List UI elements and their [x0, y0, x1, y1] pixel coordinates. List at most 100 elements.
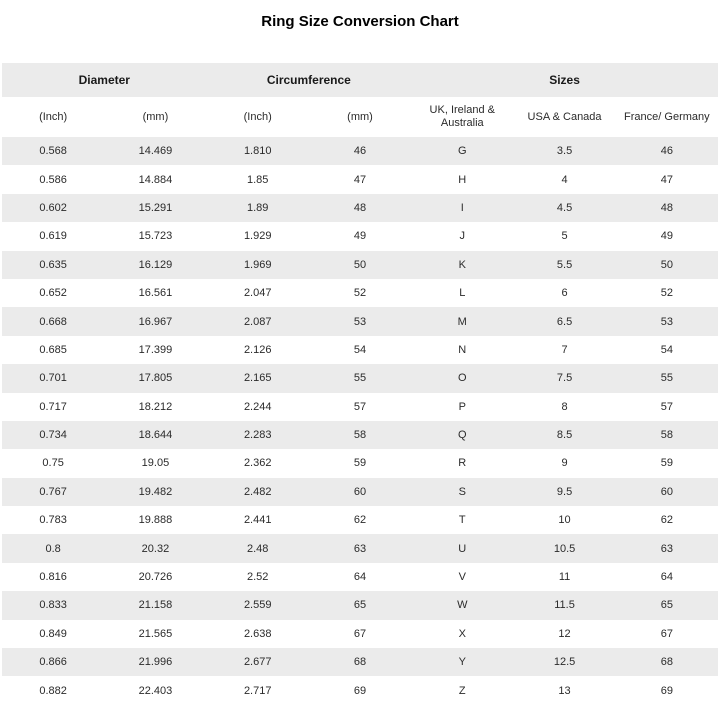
circumference-inch-cell: 2.126: [243, 343, 272, 356]
table-row: 0.635 16.129 1.969 50 K 5.5 50: [2, 250, 718, 279]
table-row: 0.652 16.561 2.047 52 L 6 52: [2, 278, 718, 308]
circumference-inch-cell: 2.482: [243, 485, 272, 498]
circumference-mm-cell: 49: [353, 230, 367, 243]
uk-size-cell: X: [458, 627, 466, 640]
circumference-mm-cell: 48: [353, 201, 367, 214]
usa-size-cell: 8: [561, 400, 568, 413]
circumference-mm-cell: 63: [353, 542, 367, 555]
diameter-inch-cell: 0.767: [39, 485, 67, 498]
france-germany-size-cell: 68: [660, 656, 673, 669]
diameter-inch-cell: 0.652: [39, 287, 67, 300]
circumference-inch-cell: 2.283: [243, 429, 272, 442]
circumference-mm-cell: 65: [353, 599, 367, 612]
table-row: 0.833 21.158 2.559 65 W 11.5 65: [2, 591, 718, 620]
usa-size-cell: 10.5: [553, 542, 576, 555]
usa-size-cell: 11.5: [554, 599, 575, 612]
circumference-inch-cell: 2.165: [243, 372, 272, 385]
table-row: 0.586 14.884 1.85 47 H 4 47: [2, 165, 718, 194]
usa-size-cell: 6.5: [556, 315, 573, 328]
uk-size-cell: V: [458, 571, 466, 584]
diameter-mm-cell: 18.212: [138, 400, 173, 413]
diameter-mm-cell: 21.158: [138, 599, 173, 612]
uk-size-cell: O: [457, 372, 467, 385]
diameter-mm-cell: 15.723: [138, 230, 173, 243]
table-row: 0.619 15.723 1.929 49 J 5 49: [2, 222, 718, 251]
group-header-diameter: Diameter: [2, 63, 207, 97]
circumference-inch-cell: 2.244: [243, 400, 272, 413]
usa-size-cell: 12: [558, 627, 571, 640]
usa-size-cell: 9: [561, 457, 568, 470]
diameter-inch-cell: 0.866: [39, 656, 67, 669]
table-row: 0.602 15.291 1.89 48 I 4.5 48: [2, 193, 718, 223]
usa-size-cell: 12.5: [553, 656, 576, 669]
circumference-mm-cell: 67: [353, 627, 367, 640]
france-germany-size-cell: 60: [660, 485, 673, 498]
circumference-mm-cell: 60: [353, 485, 367, 498]
diameter-mm-cell: 15.291: [138, 201, 173, 214]
table-row: 0.8 20.32 2.48 63 U 10.5 63: [2, 534, 718, 563]
diameter-inch-cell: 0.619: [39, 230, 67, 243]
page-title: Ring Size Conversion Chart: [261, 13, 459, 30]
column-header-circumference-inch: (Inch): [206, 97, 309, 137]
usa-size-cell: 7: [561, 343, 568, 356]
circumference-mm-cell: 55: [353, 372, 367, 385]
table-row: 0.701 17.805 2.165 55 O 7.5 55: [2, 364, 718, 393]
table-row: 0.568 14.469 1.810 46 G 3.5 46: [2, 137, 718, 166]
france-germany-size-cell: 47: [660, 173, 673, 186]
france-germany-size-cell: 49: [660, 230, 673, 243]
circumference-mm-cell: 54: [353, 343, 367, 356]
diameter-mm-cell: 14.884: [138, 173, 173, 186]
diameter-inch-cell: 0.685: [39, 343, 67, 356]
circumference-inch-cell: 2.638: [243, 627, 272, 640]
diameter-inch-cell: 0.668: [39, 315, 67, 328]
group-header-row: Diameter Circumference Sizes: [2, 63, 718, 97]
diameter-mm-cell: 19.05: [141, 457, 170, 470]
diameter-inch-cell: 0.75: [42, 457, 64, 470]
diameter-inch-cell: 0.882: [39, 684, 67, 697]
uk-size-cell: P: [458, 400, 466, 413]
france-germany-size-cell: 55: [660, 372, 673, 385]
table-row: 0.816 20.726 2.52 64 V 11 64: [2, 562, 718, 592]
table-row: 0.717 18.212 2.244 57 P 8 57: [2, 392, 718, 421]
column-header-circumference-mm: (mm): [308, 97, 412, 137]
france-germany-size-cell: 57: [660, 400, 673, 413]
uk-size-cell: S: [458, 485, 466, 498]
ring-size-conversion-table: Diameter Circumference Sizes (Inch) (mm)…: [2, 63, 718, 705]
circumference-inch-cell: 2.717: [243, 684, 272, 697]
diameter-inch-cell: 0.8: [45, 542, 61, 555]
france-germany-size-cell: 48: [660, 201, 673, 214]
usa-size-cell: 13: [558, 684, 571, 697]
column-header-diameter-inch: (Inch): [2, 97, 105, 137]
table-row: 0.685 17.399 2.126 54 N 7 54: [2, 335, 718, 365]
circumference-inch-cell: 2.48: [246, 542, 269, 555]
france-germany-size-cell: 50: [660, 258, 673, 271]
table-row: 0.783 19.888 2.441 62 T 10 62: [2, 506, 718, 535]
diameter-inch-cell: 0.783: [39, 514, 67, 527]
table-row: 0.767 19.482 2.482 60 S 9.5 60: [2, 477, 718, 507]
diameter-mm-cell: 16.561: [138, 287, 173, 300]
diameter-inch-cell: 0.602: [39, 201, 67, 214]
usa-size-cell: 3.5: [556, 145, 573, 158]
table-row: 0.882 22.403 2.717 69 Z 13 69: [2, 676, 718, 705]
circumference-inch-cell: 2.047: [243, 287, 272, 300]
diameter-inch-cell: 0.586: [39, 173, 67, 186]
uk-size-cell: U: [458, 542, 467, 555]
circumference-mm-cell: 62: [353, 514, 367, 527]
usa-size-cell: 4: [561, 173, 568, 186]
france-germany-size-cell: 59: [660, 457, 673, 470]
circumference-inch-cell: 1.89: [246, 201, 269, 214]
diameter-mm-cell: 22.403: [138, 684, 173, 697]
diameter-mm-cell: 16.129: [138, 258, 173, 271]
uk-size-cell: J: [459, 230, 466, 243]
circumference-inch-cell: 2.52: [246, 571, 269, 584]
diameter-mm-cell: 17.805: [138, 372, 173, 385]
diameter-mm-cell: 18.644: [138, 429, 173, 442]
france-germany-size-cell: 46: [660, 145, 673, 158]
france-germany-size-cell: 52: [660, 287, 673, 300]
diameter-mm-cell: 21.565: [138, 627, 173, 640]
diameter-inch-cell: 0.701: [39, 372, 67, 385]
circumference-mm-cell: 59: [353, 457, 367, 470]
circumference-inch-cell: 2.087: [243, 315, 272, 328]
france-germany-size-cell: 62: [660, 514, 673, 527]
